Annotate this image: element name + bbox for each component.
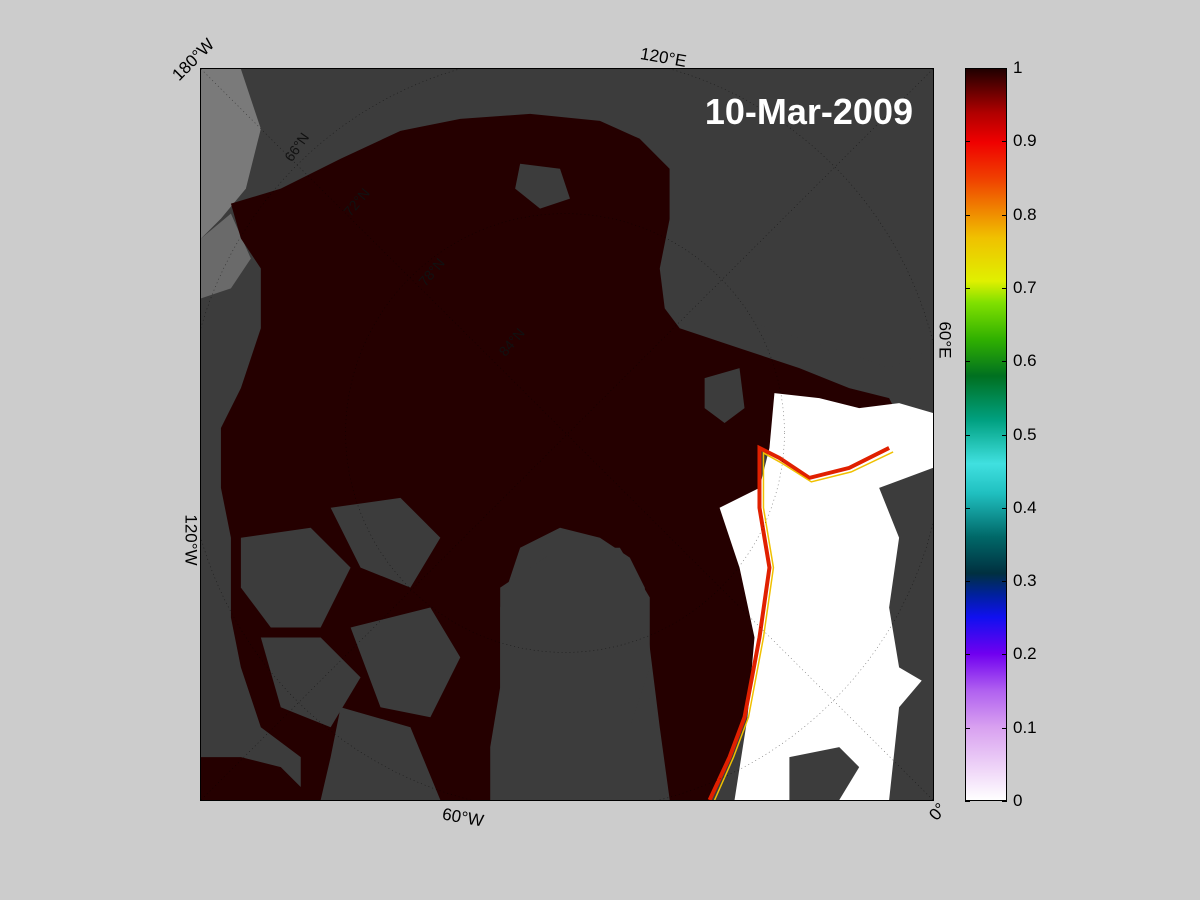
colorbar-tick-mark bbox=[1002, 727, 1007, 729]
colorbar-tick-label: 0.5 bbox=[1013, 424, 1037, 444]
colorbar-tick-label: 0.7 bbox=[1013, 277, 1037, 297]
colorbar-tick-mark bbox=[1002, 287, 1007, 289]
land-light-siberia-fringe bbox=[201, 213, 251, 299]
land-iceland bbox=[789, 747, 860, 800]
colorbar-tick-label: 0.6 bbox=[1013, 351, 1037, 371]
colorbar-tick-mark bbox=[1002, 507, 1007, 509]
colorbar-tick-mark bbox=[965, 507, 970, 509]
colorbar-tick-mark bbox=[965, 141, 970, 143]
colorbar-tick-label: 0.2 bbox=[1013, 644, 1037, 664]
colorbar-tick-mark bbox=[965, 434, 970, 436]
colorbar-tick-mark bbox=[965, 727, 970, 729]
colorbar-tick-mark bbox=[965, 361, 970, 363]
colorbar-tick-mark bbox=[965, 68, 970, 69]
sea-ice-map: 10-Mar-2009 66°N 72°N 78°N 84°N bbox=[200, 68, 934, 801]
colorbar-tick-mark bbox=[1002, 214, 1007, 216]
land-canada-south bbox=[320, 707, 441, 800]
colorbar-tick-label: 0.4 bbox=[1013, 497, 1037, 517]
ice-edge-fringe-inner bbox=[713, 451, 894, 800]
land-light-alaska bbox=[201, 69, 261, 239]
land-scandinavia bbox=[879, 467, 933, 688]
land-greenland bbox=[500, 547, 650, 800]
colorbar-tick-label: 0.1 bbox=[1013, 717, 1037, 737]
colorbar-tick-mark bbox=[1002, 68, 1007, 69]
map-canvas bbox=[201, 69, 933, 800]
land-archipelago-3 bbox=[260, 637, 361, 728]
land-archipelago-1 bbox=[240, 527, 351, 628]
colorbar-tick-mark bbox=[1002, 141, 1007, 143]
colorbar-tick-mark bbox=[965, 214, 970, 216]
colorbar-tick-mark bbox=[965, 801, 970, 802]
colorbar-tick-mark bbox=[1002, 801, 1007, 802]
colorbar-tick-mark bbox=[965, 287, 970, 289]
meridian-diagonal-1 bbox=[201, 69, 933, 800]
open-water-atlantic bbox=[719, 393, 933, 800]
colorbar-tick-label: 0 bbox=[1013, 791, 1023, 810]
colorbar bbox=[965, 68, 1007, 801]
colorbar-tick-mark bbox=[1002, 581, 1007, 583]
colorbar-tick-label: 0.3 bbox=[1013, 571, 1037, 591]
latitude-circle-inner bbox=[345, 213, 785, 653]
lon-label-0: 0° bbox=[925, 799, 951, 825]
colorbar-tick-mark bbox=[1002, 434, 1007, 436]
date-label: 10-Mar-2009 bbox=[704, 91, 913, 132]
meridian-diagonal-2 bbox=[201, 69, 933, 800]
colorbar-tick-mark bbox=[965, 581, 970, 583]
land-svalbard bbox=[704, 368, 745, 424]
land-russia bbox=[639, 69, 933, 369]
lon-label-60e: 60°E bbox=[935, 321, 955, 359]
land-archipelago-4 bbox=[350, 607, 461, 718]
lon-label-120w: 120°W bbox=[181, 514, 201, 566]
lon-label-60w: 60°W bbox=[440, 804, 486, 831]
colorbar-tick-mark bbox=[1002, 654, 1007, 656]
ice-edge-fringe bbox=[707, 444, 891, 800]
colorbar-tick-mark bbox=[1002, 361, 1007, 363]
colorbar-tick-mark bbox=[965, 654, 970, 656]
colorbar-tick-label: 1 bbox=[1013, 58, 1023, 77]
colorbar-tick-label: 0.8 bbox=[1013, 204, 1037, 224]
land-archipelago-2 bbox=[330, 497, 441, 588]
colorbar-tick-label: 0.9 bbox=[1013, 131, 1037, 151]
land-severnaya bbox=[515, 163, 570, 209]
